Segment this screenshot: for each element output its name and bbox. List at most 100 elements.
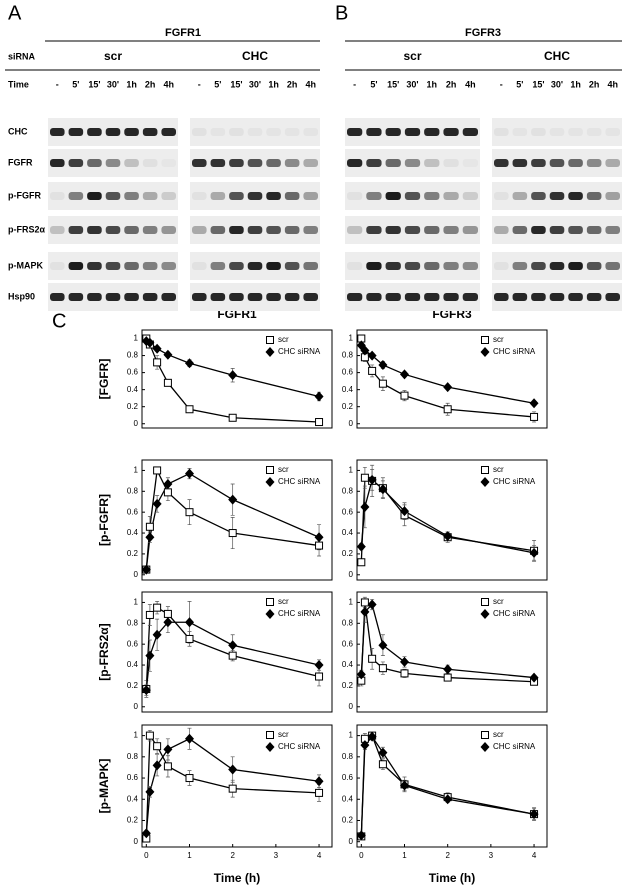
lane-label: 15' xyxy=(88,79,100,89)
band xyxy=(366,128,382,136)
marker xyxy=(228,764,238,775)
plot-frame xyxy=(141,329,333,429)
y-tick-label: 0 xyxy=(134,570,139,579)
marker xyxy=(314,776,324,787)
band xyxy=(284,226,300,234)
band xyxy=(549,159,565,167)
band xyxy=(568,226,583,234)
marker xyxy=(378,747,388,758)
lane-label: 15' xyxy=(230,79,242,89)
band xyxy=(124,159,139,167)
legend-marker xyxy=(481,466,489,474)
marker xyxy=(163,617,173,628)
band xyxy=(50,192,65,200)
band xyxy=(247,159,263,167)
y-tick-label: 0 xyxy=(349,419,354,428)
band xyxy=(229,192,244,200)
band xyxy=(366,192,382,200)
marker xyxy=(400,780,409,791)
band xyxy=(68,128,84,136)
band xyxy=(443,128,459,136)
marker xyxy=(163,378,172,387)
band xyxy=(210,262,226,270)
band xyxy=(462,128,478,136)
marker xyxy=(141,828,151,839)
y-tick-label: 0.2 xyxy=(342,549,354,558)
group-label: scr xyxy=(104,49,122,63)
legend-marker xyxy=(266,336,274,344)
band xyxy=(494,226,509,234)
band xyxy=(192,226,207,234)
band xyxy=(87,293,102,301)
band xyxy=(462,192,478,200)
band xyxy=(347,293,363,301)
y-tick-label: 0 xyxy=(349,570,354,579)
legend-label: CHC siRNA xyxy=(278,477,321,486)
band xyxy=(161,192,176,200)
band xyxy=(229,262,244,270)
y-tick-label: 0.4 xyxy=(127,660,139,669)
band xyxy=(494,262,509,270)
marker xyxy=(378,760,387,769)
group-label: CHC xyxy=(242,49,268,63)
band xyxy=(192,262,207,270)
band xyxy=(424,293,440,301)
y-tick-label: 0.8 xyxy=(342,351,354,360)
legend-label: CHC siRNA xyxy=(278,742,321,751)
legend-label: scr xyxy=(493,730,504,739)
x-tick-label: 2 xyxy=(445,851,450,860)
band xyxy=(366,262,382,270)
marker xyxy=(529,398,539,409)
band xyxy=(549,262,565,270)
legend-marker xyxy=(266,466,274,474)
band xyxy=(303,192,318,200)
band xyxy=(512,192,528,200)
band xyxy=(229,293,244,301)
band xyxy=(266,226,281,234)
group-label: CHC xyxy=(544,49,570,63)
legend-marker xyxy=(266,598,274,606)
y-tick-label: 0.8 xyxy=(342,618,354,627)
band xyxy=(404,262,421,270)
y-tick-label: 0.4 xyxy=(127,528,139,537)
band xyxy=(161,226,176,234)
y-tick-label: 0.4 xyxy=(342,794,354,803)
y-tick-label: 0 xyxy=(349,837,354,846)
y-tick-label: 0.8 xyxy=(342,486,354,495)
band xyxy=(124,262,139,270)
lane-label: 1h xyxy=(126,79,137,89)
y-tick-label: 1 xyxy=(349,466,354,475)
y-tick-label: 1 xyxy=(134,466,139,475)
y-tick-label: 0.8 xyxy=(342,752,354,761)
marker xyxy=(228,413,237,422)
band xyxy=(424,159,440,167)
band xyxy=(366,226,382,234)
band xyxy=(605,262,620,270)
lane-label: 2h xyxy=(446,79,457,89)
marker xyxy=(163,479,173,489)
lane-label: 4h xyxy=(305,79,316,89)
legend-label: CHC siRNA xyxy=(278,347,321,356)
band xyxy=(247,293,263,301)
blot-row-label: CHC xyxy=(8,126,28,136)
marker xyxy=(153,603,162,612)
band xyxy=(266,262,281,270)
band xyxy=(105,226,121,234)
marker xyxy=(152,760,162,771)
band xyxy=(385,293,401,301)
band xyxy=(210,293,226,301)
y-tick-label: 0.4 xyxy=(127,385,139,394)
band xyxy=(247,192,263,200)
marker xyxy=(314,391,324,402)
marker xyxy=(400,669,409,678)
band xyxy=(247,226,263,234)
series-line xyxy=(360,476,535,563)
band xyxy=(347,159,363,167)
band xyxy=(284,159,300,167)
y-tick-label: 0.2 xyxy=(127,681,139,690)
x-tick-label: 3 xyxy=(489,851,494,860)
legend-marker xyxy=(265,347,275,357)
lane-label: 5' xyxy=(370,79,377,89)
band xyxy=(303,262,318,270)
marker xyxy=(443,794,453,805)
